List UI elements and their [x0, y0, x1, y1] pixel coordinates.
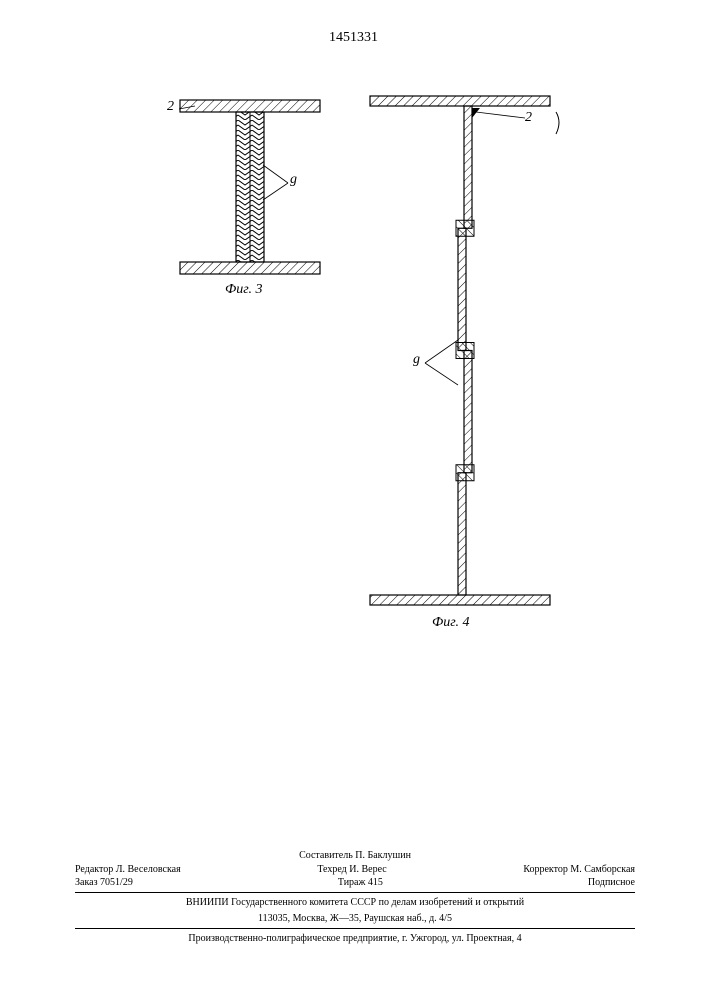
fig4-caption: Фиг. 4 [432, 615, 470, 631]
footer-rule-2 [75, 928, 635, 929]
order-row: Заказ 7051/29 Тираж 415 Подписное [75, 876, 635, 890]
fig3-label-2: 2 [167, 99, 174, 115]
credits-row: Редактор Л. Веселовская Техред И. Верес … [75, 863, 635, 877]
org1-text: ВНИИПИ Государственного комитета СССР по… [75, 896, 635, 910]
corrector-text: Корректор М. Самборская [523, 863, 635, 877]
footer-block: Составитель П. Баклушин Редактор Л. Весе… [75, 846, 635, 945]
fig3-label-g: g [290, 172, 297, 188]
fig4-label-2: 2 [525, 110, 532, 126]
footer-rule-1 [75, 892, 635, 893]
tirazh-text: Тираж 415 [338, 876, 383, 890]
tech-text: Техред И. Верес [317, 863, 386, 877]
sub-text: Подписное [588, 876, 635, 890]
addr1-text: 113035, Москва, Ж—35, Раушская наб., д. … [75, 912, 635, 926]
compiler-line: Составитель П. Баклушин [75, 849, 635, 863]
fig3-caption: Фиг. 3 [225, 282, 263, 298]
order-text: Заказ 7051/29 [75, 876, 133, 890]
org2-text: Производственно-полиграфическое предприя… [75, 932, 635, 946]
fig4-label-g: g [413, 352, 420, 368]
editor-text: Редактор Л. Веселовская [75, 863, 181, 877]
